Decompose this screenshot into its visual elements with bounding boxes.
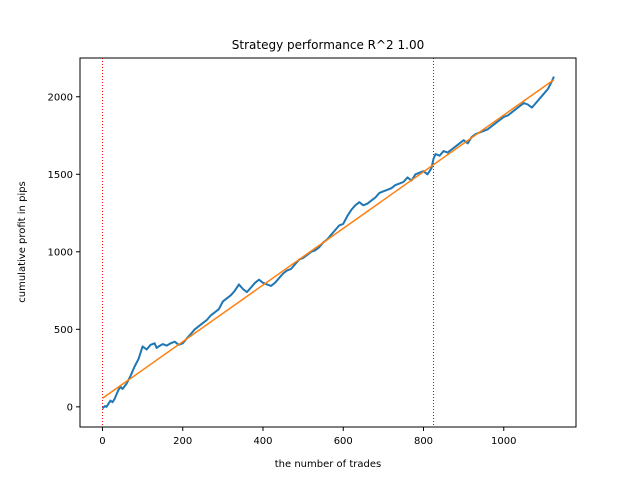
x-axis: 0 200 400 600 800 1000 <box>99 427 516 447</box>
x-tick-label: 200 <box>173 436 192 447</box>
x-tick-label: 0 <box>99 436 105 447</box>
x-tick-label: 600 <box>334 436 353 447</box>
x-tick-label: 1000 <box>491 436 516 447</box>
x-tick-label: 800 <box>414 436 433 447</box>
y-tick-label: 1500 <box>48 170 73 181</box>
chart-title: Strategy performance R^2 1.00 <box>232 38 424 52</box>
cumulative-profit-line <box>101 76 555 410</box>
linear-fit-line <box>102 79 555 399</box>
x-axis-label: the number of trades <box>275 459 381 470</box>
y-tick-label: 2000 <box>48 92 73 103</box>
x-tick-label: 400 <box>253 436 272 447</box>
y-tick-label: 0 <box>67 402 73 413</box>
y-axis: 0 500 1000 1500 2000 <box>48 92 80 413</box>
plot-area <box>101 58 555 427</box>
y-tick-label: 1000 <box>48 247 73 258</box>
y-axis-label: cumulative profit in pips <box>17 181 28 303</box>
y-tick-label: 500 <box>54 325 73 336</box>
plot-frame <box>79 57 577 428</box>
